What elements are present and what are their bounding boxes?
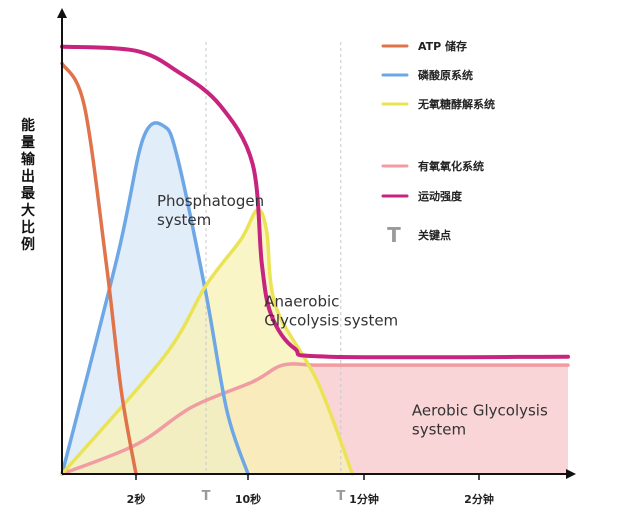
x-tick-label-3: 2分钟: [464, 492, 494, 506]
region-label-2: Aerobic Glycolysis system: [412, 401, 548, 438]
x-tick-label-1: 10秒: [235, 492, 261, 506]
legend-label-0: ATP 储存: [418, 39, 467, 53]
legend-label-4: 运动强度: [418, 189, 463, 203]
series-fill-2: [62, 209, 353, 474]
key-point-mark-1: T: [336, 489, 345, 504]
legend-key-point-icon: T: [387, 223, 401, 247]
legend-label-5: 关键点: [418, 228, 451, 242]
x-tick-label-2: 1分钟: [349, 492, 379, 506]
series-line-4: [60, 44, 570, 360]
series-line-3: [60, 362, 570, 476]
series-line-1: [60, 121, 250, 476]
series-line-0: [60, 61, 138, 476]
legend-label-3: 有氧氧化系统: [418, 159, 484, 173]
x-tick-label-0: 2秒: [127, 492, 146, 506]
region-label-1: Anaerobic Glycolysis system: [264, 292, 398, 329]
key-point-mark-0: T: [202, 489, 211, 504]
legend-label-2: 无氧糖酵解系统: [417, 97, 495, 111]
y-axis-label: 能量输出最大比例: [21, 118, 35, 253]
region-label-0: Phosphatogen system: [157, 192, 264, 229]
x-axis-arrow: [566, 469, 576, 479]
y-axis-arrow: [57, 8, 67, 18]
legend-label-1: 磷酸原系统: [418, 68, 473, 82]
